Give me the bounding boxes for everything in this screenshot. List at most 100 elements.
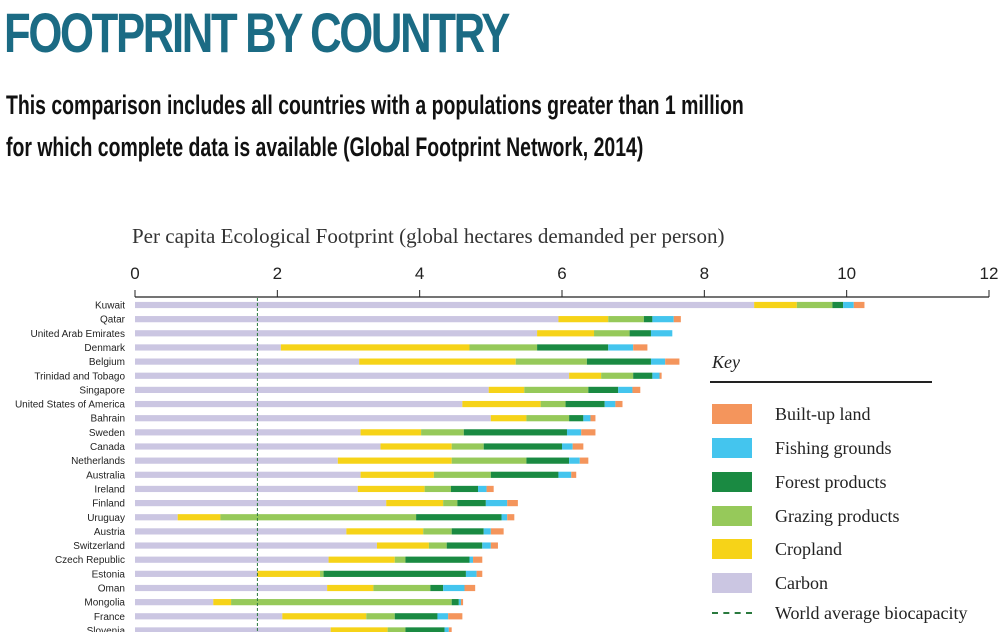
bar-segment [394, 556, 406, 563]
bar-segment [135, 542, 377, 549]
bar-row: Estonia [92, 569, 483, 580]
bar-segment [652, 372, 660, 379]
bar-segment [586, 358, 651, 365]
legend-swatch [712, 438, 752, 458]
x-tick-label: 4 [415, 264, 424, 283]
bar-row: Singapore [79, 385, 641, 396]
bar-segment [135, 386, 489, 393]
bar-segment [571, 471, 577, 478]
bar-segment [615, 400, 623, 408]
bar-segment [135, 514, 178, 521]
bar-segment [337, 457, 452, 464]
bar-segment [483, 443, 562, 450]
bar-row: Denmark [84, 343, 648, 354]
bar-segment [588, 386, 619, 393]
y-category-label: Bahrain [91, 414, 125, 425]
legend-swatch [712, 404, 752, 424]
bar-segment [540, 400, 566, 408]
subtitle-line-1: This comparison includes all countries w… [6, 90, 744, 120]
bar-segment [643, 316, 653, 323]
x-tick-label: 10 [837, 264, 856, 283]
bar-segment [135, 613, 283, 620]
bar-segment [451, 443, 484, 450]
bar-segment [135, 500, 387, 507]
bar-segment [501, 514, 508, 521]
y-category-label: Kuwait [95, 301, 125, 312]
bar-row: France [94, 612, 463, 623]
bar-segment [421, 429, 464, 436]
bar-segment [135, 344, 281, 351]
bar-segment [280, 344, 470, 351]
bar-segment [652, 316, 674, 323]
bar-segment [323, 570, 466, 577]
bar-row: Slovenia [87, 626, 452, 632]
bar-segment [526, 415, 570, 422]
bar-segment [135, 584, 328, 592]
bar-segment [366, 613, 395, 620]
bar-row: Mongolia [84, 598, 464, 609]
bar-segment [629, 330, 651, 337]
bar-segment [451, 599, 459, 606]
bar-segment [437, 613, 449, 620]
bar-segment [213, 599, 232, 606]
x-tick-label: 12 [980, 264, 999, 283]
y-category-label: Canada [90, 442, 125, 453]
y-category-label: United States of America [15, 400, 125, 411]
bar-segment [465, 570, 477, 577]
bar-segment [135, 429, 361, 436]
y-category-label: France [94, 612, 126, 623]
bar-segment [231, 599, 452, 606]
bar-segment [581, 429, 596, 436]
bar-segment [458, 599, 461, 606]
bar-segment [220, 514, 417, 521]
bar-segment [135, 556, 329, 563]
bar-segment [433, 471, 491, 478]
y-category-label: Qatar [100, 315, 126, 326]
bar-segment [618, 386, 633, 393]
subtitle-line-2: for which complete data is available (Gl… [6, 132, 644, 162]
bar-segment [416, 514, 502, 521]
bar-segment [320, 570, 324, 577]
bar-segment [446, 542, 483, 549]
bar-segment [562, 443, 573, 450]
bar-row: Trinidad and Tobago [34, 371, 662, 382]
bar-segment [659, 372, 662, 379]
bar-row: Australia [86, 470, 577, 481]
y-category-label: Switzerland [73, 541, 125, 552]
bar-segment [673, 316, 681, 323]
bar-segment [450, 485, 479, 493]
bar-segment [330, 627, 388, 632]
bar-segment [485, 500, 508, 507]
bar-segment [135, 301, 755, 309]
bar-row: Switzerland [73, 541, 498, 552]
bar-segment [579, 457, 589, 464]
x-tick-label: 8 [700, 264, 709, 283]
bar-segment [443, 500, 458, 507]
bar-segment [135, 599, 214, 606]
bar-segment [478, 485, 487, 493]
bar-row: Czech Republic [55, 555, 483, 566]
bar-segment [486, 485, 494, 493]
y-category-label: Finland [92, 499, 125, 510]
y-category-label: Slovenia [87, 626, 126, 632]
bar-segment [135, 485, 358, 493]
bar-segment [462, 400, 541, 408]
y-category-label: Singapore [79, 385, 125, 396]
legend-label: Fishing grounds [775, 438, 892, 458]
bar-row: Bahrain [91, 414, 596, 425]
bar-segment [360, 471, 434, 478]
bar-segment [482, 542, 491, 549]
y-category-label: Estonia [92, 569, 126, 580]
bar-segment [430, 584, 444, 592]
bar-segment [135, 443, 381, 450]
bar-segment [443, 584, 465, 592]
legend-label: World average biocapacity [775, 603, 968, 623]
bar-segment [832, 301, 844, 309]
bar-segment [633, 344, 648, 351]
bar-segment [448, 627, 452, 632]
bar-segment [490, 528, 504, 535]
key-title: Key [712, 352, 740, 372]
y-category-label: Austria [94, 527, 126, 538]
bar-segment [569, 457, 580, 464]
bar-segment [135, 415, 491, 422]
